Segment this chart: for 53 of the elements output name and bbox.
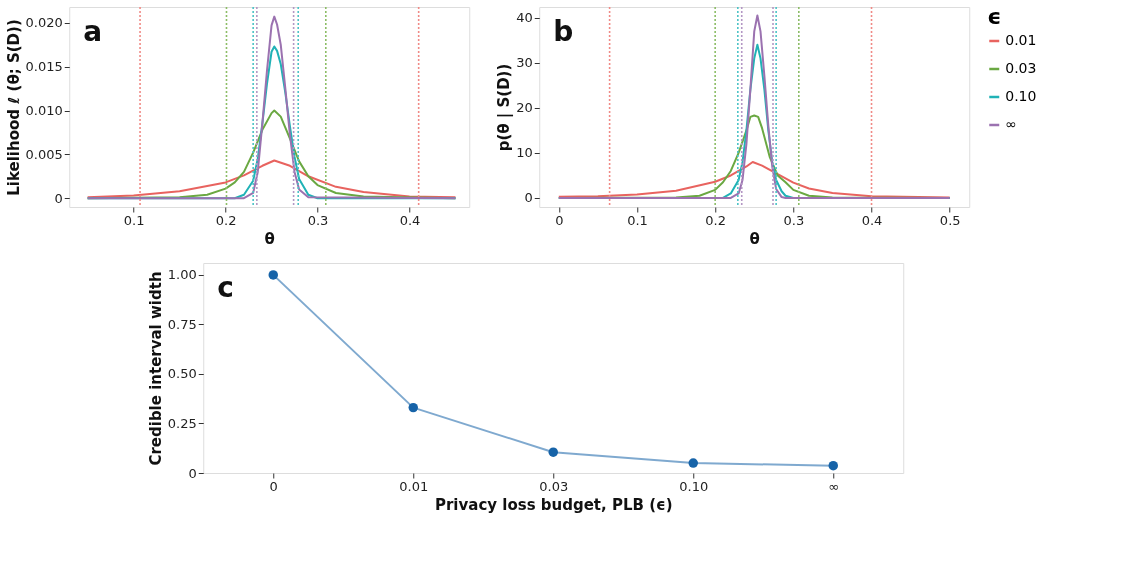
point	[548, 447, 558, 457]
annotation: c	[217, 271, 234, 304]
line-series	[86, 15, 457, 200]
y-tick-label: 0.25	[167, 415, 197, 431]
x-tick-label: 0.03	[539, 478, 569, 494]
y-tick-label: 0.015	[25, 59, 63, 75]
x-tick-label: 0.01	[399, 478, 429, 494]
annotation: a	[83, 15, 103, 48]
y-tick-label: 20	[516, 100, 533, 116]
x-tick-label: 0.3	[783, 212, 805, 228]
point	[828, 460, 838, 471]
line-series	[557, 160, 951, 199]
x-tick-label: 0.4	[861, 212, 883, 228]
point	[408, 402, 418, 413]
x-tick-label: 0.2	[705, 212, 726, 228]
x-tick-label: 0.3	[307, 212, 329, 228]
y-tick-label: 0.020	[25, 15, 63, 31]
y-tick-label: 0	[188, 465, 197, 481]
y-tick-label: 30	[516, 55, 533, 71]
legend-label: 0.10	[1005, 88, 1037, 104]
x-tick-label: 0.1	[123, 212, 145, 228]
x-axis-title: θ	[264, 229, 275, 248]
point	[268, 270, 278, 280]
y-tick-label: 40	[516, 10, 533, 26]
y-tick-label: 0	[524, 190, 533, 206]
y-tick-label: 10	[516, 145, 533, 161]
y-tick-label: 1.00	[167, 267, 197, 283]
annotation: b	[553, 15, 574, 48]
x-tick-label: ∞	[828, 478, 840, 494]
y-axis-title: Likelihood ℓ (θ; S(D))	[4, 19, 23, 196]
x-axis-title: θ	[749, 229, 760, 248]
y-axis-title: p(θ | S(D))	[495, 63, 515, 152]
y-axis-title: Credible interval width	[146, 271, 165, 466]
x-axis-title: Privacy loss budget, PLB (ϵ)	[434, 495, 673, 514]
line-series	[557, 14, 951, 199]
line-series	[86, 159, 457, 199]
x-tick-label: 0	[555, 212, 564, 228]
y-tick-label: 0	[54, 190, 63, 206]
x-tick-label: 0.4	[399, 212, 421, 228]
x-tick-label: 0.10	[679, 478, 709, 494]
y-tick-label: 0.010	[25, 103, 63, 119]
legend-label: 0.01	[1005, 32, 1037, 48]
x-tick-label: 0	[269, 478, 278, 494]
x-tick-label: 0.2	[215, 212, 237, 228]
legend-title: ϵ	[987, 4, 1002, 29]
y-tick-label: 0.50	[167, 366, 197, 382]
legend-label: 0.03	[1005, 60, 1037, 76]
y-tick-label: 0.75	[167, 316, 197, 332]
x-tick-label: 0.5	[939, 212, 961, 228]
point	[688, 458, 698, 468]
y-tick-label: 0.005	[25, 146, 63, 162]
legend-label: ∞	[1005, 116, 1017, 132]
x-tick-label: 0.1	[627, 212, 648, 228]
